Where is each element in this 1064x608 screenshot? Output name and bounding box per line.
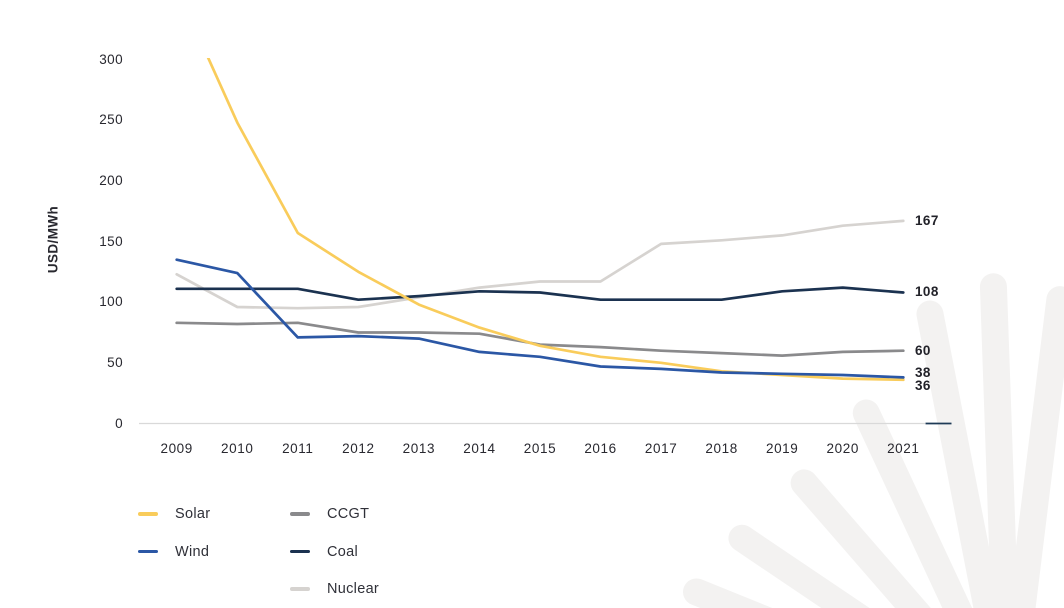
legend-label: Wind [175,543,210,560]
legend-swatch-solar [138,512,158,516]
legend-item-nuclear[interactable]: Nuclear [290,579,379,599]
x-tick-label: 2021 [887,441,920,456]
y-tick-label: 150 [99,233,123,249]
series-line-coal [175,286,905,302]
x-tick-label: 2017 [644,441,678,456]
legend-item-ccgt[interactable]: CCGT [290,504,369,524]
end-value-label-solar: 36 [915,378,931,394]
y-tick-label: 50 [107,354,123,370]
y-tick-label: 250 [99,112,123,128]
legend-label: Solar [175,506,211,522]
end-value-label-nuclear: 167 [915,212,939,228]
y-tick-label: 0 [115,415,123,431]
series-line-nuclear [175,219,905,310]
y-tick-label: 200 [99,172,123,188]
series-line-wind [175,258,905,379]
y-tick-label: 300 [99,51,123,67]
legend-item-wind[interactable]: Wind [138,542,209,562]
x-tick-label: 2015 [523,441,557,456]
legend-swatch-wind [138,549,158,554]
x-tick-label: 2014 [463,441,496,456]
legend-label: Nuclear [327,581,380,598]
y-tick-label: 100 [99,294,123,310]
legend-label: CCGT [327,506,370,522]
x-tick-label: 2012 [342,441,375,456]
x-tick-label: 2010 [221,441,254,456]
legend-swatch-ccgt [290,512,310,516]
series-line-ccgt [175,321,905,357]
end-value-label-ccgt: 60 [915,342,931,358]
legend-item-coal[interactable]: Coal [290,542,358,562]
legend-label: Coal [327,543,359,560]
x-tick-label: 2020 [826,441,859,456]
x-tick-label: 2018 [705,441,738,456]
end-value-label-wind: 38 [915,364,931,380]
legend-swatch-nuclear [290,587,310,591]
x-tick-label: 2011 [282,441,314,456]
x-tick-label: 2019 [765,441,799,456]
legend-swatch-coal [290,549,310,554]
x-tick-label: 2009 [160,441,193,456]
end-value-label-coal: 108 [915,284,939,300]
x-tick-label: 2013 [402,441,436,456]
x-tick-label: 2016 [584,441,617,456]
legend-item-solar[interactable]: Solar [138,504,210,524]
